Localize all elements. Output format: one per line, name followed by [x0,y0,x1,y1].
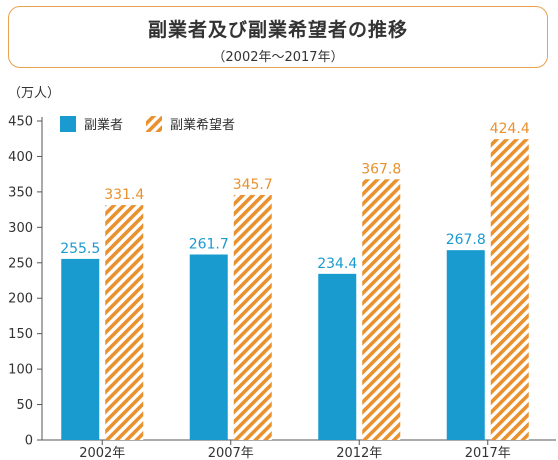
y-tick-label: 200 [8,292,33,307]
legend-label-fukugyo-kibosha: 副業希望者 [170,117,235,133]
title-box: 副業者及び副業希望者の推移 （2002年～2017年） [8,6,548,68]
y-axis-unit-label: （万人） [8,86,61,101]
data-label-fukugyosha: 261.7 [189,236,229,252]
data-label-fukugyo-kibosha: 424.4 [490,121,530,137]
bar-fukugyo-kibosha [490,139,529,440]
data-label-fukugyosha: 234.4 [317,256,357,272]
data-label-fukugyo-kibosha: 345.7 [233,177,273,193]
bar-fukugyosha [189,254,228,440]
x-category-label: 2002年 [79,446,125,460]
bar-fukugyo-kibosha [233,194,272,440]
y-tick-label: 350 [8,185,33,200]
chart-title: 副業者及び副業希望者の推移 [147,19,408,41]
bar-fukugyo-kibosha [105,205,144,440]
data-label-fukugyosha: 267.8 [446,232,486,248]
x-category-label: 2012年 [336,446,382,460]
y-tick-label: 50 [16,398,33,413]
y-tick-label: 0 [25,434,33,449]
bar-fukugyosha [446,250,485,440]
x-category-label: 2007年 [208,446,254,460]
data-label-fukugyosha: 255.5 [60,241,100,257]
legend-label-fukugyosha: 副業者 [84,117,123,133]
bar-fukugyo-kibosha [362,179,401,440]
bar-fukugyosha [61,258,100,440]
y-tick-label: 300 [8,221,33,236]
y-tick-label: 100 [8,363,33,378]
data-label-fukugyo-kibosha: 331.4 [104,187,144,203]
legend-swatch-fukugyo-kibosha [146,116,162,132]
legend-swatch-fukugyosha [60,116,76,132]
y-tick-label: 400 [8,150,33,165]
chart-subtitle: （2002年～2017年） [212,50,344,65]
y-tick-label: 150 [8,327,33,342]
data-label-fukugyo-kibosha: 367.8 [361,161,401,177]
y-tick-label: 450 [8,115,33,130]
y-tick-label: 250 [8,256,33,271]
x-category-label: 2017年 [465,446,511,460]
bar-fukugyosha [318,273,357,440]
